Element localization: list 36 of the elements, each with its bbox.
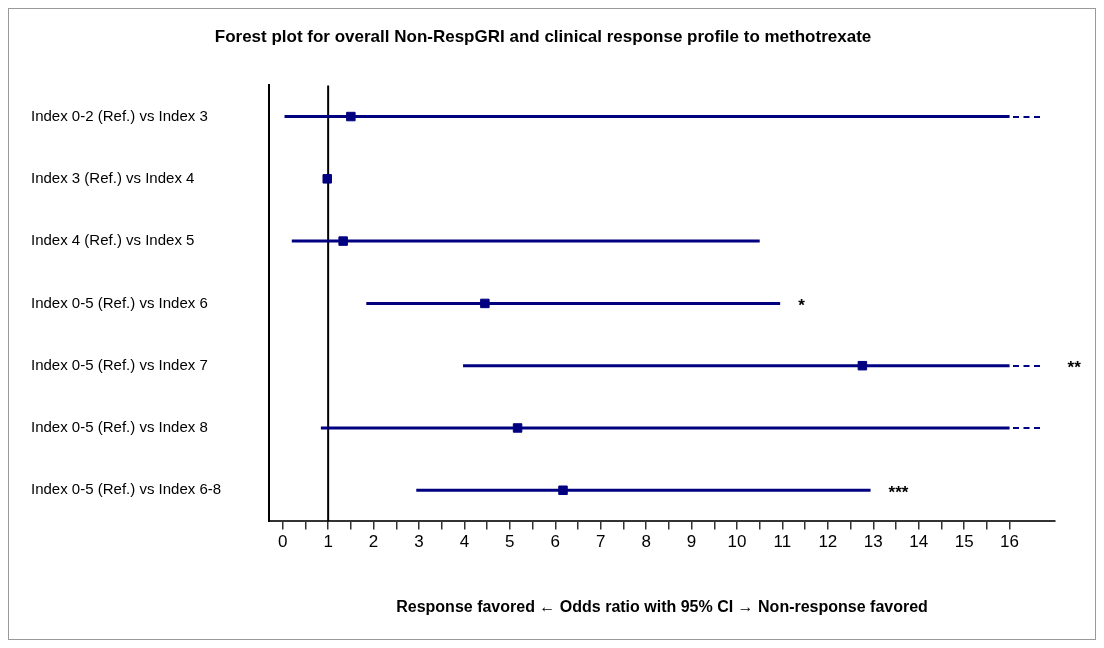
x-tick-label: 5: [505, 532, 515, 552]
point: [857, 360, 868, 371]
y-tick-label: Index 0-5 (Ref.) vs Index 8: [31, 418, 208, 436]
x-tick-label: 0: [277, 532, 288, 552]
y-tick-label: Index 3 (Ref.) vs Index 4: [31, 168, 195, 186]
point: [338, 236, 348, 246]
chart-title: Forest plot for overall Non-RespGRI and clinical response profile to methotrexate: [214, 26, 872, 46]
x-axis-title: Response favored ← Odds ratio with 95% CI → Non-response favored: [396, 597, 928, 615]
text: **: [1067, 358, 1082, 378]
y-tick-label: Index 4 (Ref.) vs Index 5: [31, 231, 195, 249]
x-tick-label: 1: [323, 532, 333, 552]
y-tick-label: Index 0-5 (Ref.) vs Index 6: [31, 293, 208, 311]
x-tick-label: 15: [954, 532, 974, 552]
x-tick-label: 10: [727, 532, 747, 552]
x-tick-label: 11: [773, 532, 792, 552]
y-tick-label: Index 0-5 (Ref.) vs Index 6-8: [31, 480, 222, 498]
annotation: ***: [888, 482, 909, 502]
x-tick-label: 7: [595, 532, 606, 552]
x-tick-label: 9: [686, 532, 697, 552]
x-tick-label: 14: [909, 532, 929, 552]
point: [558, 485, 568, 495]
x-tick-label: 13: [863, 532, 883, 552]
point: [346, 111, 356, 122]
x-tick-label: 12: [818, 532, 838, 552]
point: [322, 174, 332, 184]
point: [480, 298, 490, 309]
x-tick-label: 6: [550, 532, 561, 552]
x-tick-label: 16: [1000, 532, 1020, 552]
x-tick-label: 3: [414, 532, 424, 552]
x-tick-label: 4: [459, 532, 470, 552]
y-tick-label: Index 0-5 (Ref.) vs Index 7: [31, 355, 208, 373]
x-tick-label: 8: [641, 532, 651, 552]
y-tick-label: Index 0-2 (Ref.) vs Index 3: [31, 106, 208, 124]
point: [512, 423, 523, 433]
x-tick-label: 2: [368, 532, 379, 552]
annotation: *: [798, 296, 806, 316]
